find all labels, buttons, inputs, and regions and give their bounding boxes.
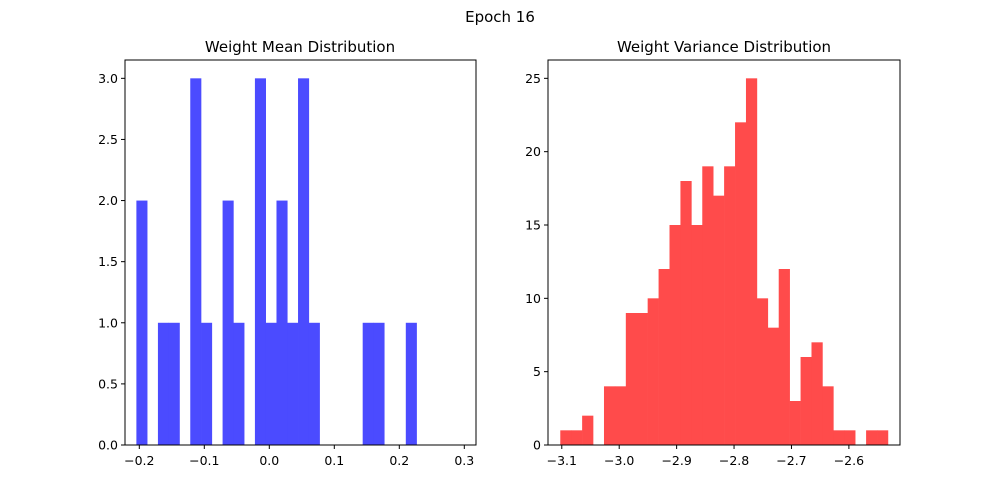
- histogram-bar: [254, 78, 266, 445]
- y-tick-label: 2.0: [98, 193, 118, 208]
- histogram-bar: [157, 322, 170, 445]
- histogram-bar: [362, 322, 374, 445]
- histogram-bar: [265, 322, 277, 445]
- histogram-bar: [168, 322, 180, 445]
- histogram-bar: [789, 401, 801, 445]
- histogram-bar: [373, 322, 385, 445]
- chart-weight-mean: Weight Mean Distribution −0.2 −0.1 0.0 0.1 0…: [98, 38, 477, 468]
- y-tick-label: 1.0: [98, 315, 118, 330]
- histogram-bar: [669, 225, 681, 445]
- y-tick-label: 5: [533, 364, 541, 379]
- x-tick-label: −0.2: [124, 453, 154, 468]
- x-tick-label: 0.1: [324, 453, 344, 468]
- x-tick-label: 0.3: [454, 453, 474, 468]
- y-tick-label: 25: [525, 71, 541, 86]
- chart-weight-variance: Weight Variance Distribution −3.1 −3.0 −2.…: [525, 38, 901, 468]
- histogram-bar: [745, 78, 758, 445]
- histogram-bar: [658, 269, 670, 445]
- histogram-bar: [647, 298, 659, 445]
- histogram-bar: [833, 430, 845, 445]
- histogram-bar: [756, 298, 769, 445]
- histogram-bar: [201, 322, 213, 445]
- histogram-bar: [603, 386, 616, 445]
- histogram-bar: [800, 357, 812, 445]
- histogram-bar: [571, 430, 583, 445]
- chart-title: Weight Variance Distribution: [617, 38, 831, 56]
- y-axis: 0.0 0.5 1.0 1.5 2.0 2.5 3.0: [98, 71, 125, 453]
- y-tick-label: 20: [525, 144, 541, 159]
- x-tick-label: −2.6: [834, 453, 864, 468]
- histogram-bar: [614, 386, 627, 445]
- bars-group: [136, 78, 417, 445]
- histogram-bar: [287, 322, 299, 445]
- x-axis: −0.2 −0.1 0.0 0.1 0.2 0.3: [124, 445, 474, 468]
- x-tick-label: 0.0: [259, 453, 279, 468]
- figure-suptitle: Epoch 16: [465, 8, 535, 26]
- histogram-bar: [713, 195, 725, 445]
- x-tick-label: −2.8: [719, 453, 749, 468]
- histogram-bar: [625, 313, 638, 445]
- histogram-bar: [308, 322, 320, 445]
- histogram-bar: [276, 200, 288, 445]
- x-tick-label: 0.2: [389, 453, 409, 468]
- y-tick-label: 15: [525, 218, 541, 233]
- x-tick-label: −3.0: [604, 453, 634, 468]
- y-tick-label: 0.0: [98, 438, 118, 453]
- histogram-bar: [680, 181, 692, 445]
- y-tick-label: 3.0: [98, 71, 118, 86]
- x-axis: −3.1 −3.0 −2.9 −2.8 −2.7 −2.6: [547, 445, 864, 468]
- histogram-bar: [190, 78, 202, 445]
- y-tick-label: 10: [525, 291, 541, 306]
- y-tick-label: 2.5: [98, 132, 118, 147]
- histogram-bar: [560, 430, 572, 445]
- x-tick-label: −3.1: [547, 453, 577, 468]
- histogram-bar: [724, 166, 736, 445]
- histogram-bar: [702, 166, 714, 445]
- chart-title: Weight Mean Distribution: [205, 38, 395, 56]
- x-tick-label: −2.9: [661, 453, 691, 468]
- y-tick-label: 0.5: [98, 376, 118, 391]
- histogram-bar: [233, 322, 245, 445]
- histogram-bar: [405, 322, 417, 445]
- plot-frame: [547, 59, 901, 446]
- histogram-bar: [735, 122, 747, 445]
- x-tick-label: −2.7: [776, 453, 806, 468]
- histogram-bar: [778, 269, 790, 445]
- histogram-bar: [844, 430, 856, 445]
- histogram-bar: [822, 386, 834, 445]
- x-tick-label: −0.1: [189, 453, 219, 468]
- histogram-bar: [691, 225, 703, 445]
- histogram-bar: [582, 415, 594, 445]
- histogram-bar: [866, 430, 878, 445]
- histogram-bar: [767, 327, 780, 445]
- histogram-bar: [636, 313, 648, 445]
- y-axis: 0 5 10 15 20 25: [525, 71, 548, 453]
- bars-group: [560, 78, 889, 445]
- histogram-bar: [877, 430, 889, 445]
- histogram-bar: [811, 342, 823, 445]
- y-tick-label: 0: [533, 438, 541, 453]
- histogram-bar: [298, 78, 310, 445]
- histogram-bar: [222, 200, 234, 445]
- y-tick-label: 1.5: [98, 254, 118, 269]
- histogram-bar: [136, 200, 148, 445]
- plot-frame: [124, 59, 477, 446]
